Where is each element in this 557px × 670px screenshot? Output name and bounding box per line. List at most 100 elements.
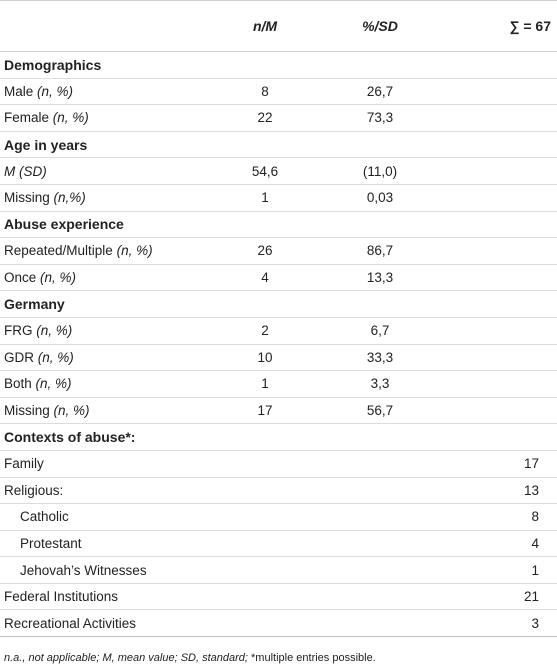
label-text: Religious:: [4, 482, 64, 498]
label-text: FRG: [4, 323, 33, 339]
cell-total: [440, 78, 557, 106]
cell-n-m: 2: [210, 317, 320, 345]
cell-total: [440, 131, 557, 159]
header-col-label: [0, 0, 210, 52]
cell-total: [440, 264, 557, 292]
header-col-pct-sd: %/SD: [320, 0, 440, 52]
table-row: Jehovah’s Witnesses 1: [0, 556, 557, 584]
cell-pct-sd: [320, 583, 440, 611]
label-qualifier: (n, %): [52, 110, 89, 126]
table-row: Both (n, %) 1 3,3: [0, 370, 557, 398]
label-qualifier: (n, %): [116, 243, 153, 259]
cell-pct-sd: [320, 503, 440, 531]
cell-total: 8: [440, 503, 557, 531]
cell-pct-sd: 26,7: [320, 78, 440, 106]
label-qualifier: (n, %): [37, 83, 74, 99]
table-row: Repeated/Multiple (n, %) 26 86,7: [0, 237, 557, 265]
row-label: FRG (n, %): [0, 317, 210, 345]
row-label: Male (n, %): [0, 78, 210, 106]
table-row: Religious: 13: [0, 477, 557, 505]
cell-pct-sd: [320, 450, 440, 478]
label-text: Both: [4, 376, 32, 392]
footnote-part-2: *multiple entries possible.: [251, 652, 376, 664]
cell-n-m: [210, 211, 320, 239]
cell-total: 17: [440, 450, 557, 478]
label-qualifier: (n, %): [40, 270, 77, 286]
cell-n-m: 8: [210, 78, 320, 106]
table-row: Protestant 4: [0, 530, 557, 558]
row-label: Protestant: [0, 530, 210, 558]
table-row: Catholic 8: [0, 503, 557, 531]
label-qualifier: (n, %): [36, 323, 73, 339]
cell-pct-sd: [320, 530, 440, 558]
table-body: Demographics Male (n, %) 8 26,7 Female (n, %…: [0, 51, 557, 638]
label-text: Recreational Activities: [4, 615, 137, 631]
row-label: Both (n, %): [0, 370, 210, 398]
cell-n-m: 4: [210, 264, 320, 292]
table-row: FRG (n, %) 2 6,7: [0, 317, 557, 345]
section-label: Abuse experience: [0, 211, 210, 239]
cell-total: [440, 237, 557, 265]
label-text: Missing: [4, 190, 50, 206]
cell-pct-sd: 56,7: [320, 397, 440, 425]
cell-n-m: [210, 609, 320, 638]
cell-pct-sd: [320, 609, 440, 638]
label-qualifier: (n, %): [35, 376, 72, 392]
cell-total: [440, 51, 557, 79]
label-text: GDR: [4, 349, 34, 365]
section-label: Age in years: [0, 131, 210, 159]
cell-total: [440, 104, 557, 132]
cell-total: 3: [440, 609, 557, 638]
cell-total: [440, 397, 557, 425]
cell-total: [440, 290, 557, 318]
table-row: Missing (n, %) 17 56,7: [0, 397, 557, 425]
label-qualifier: (n, %): [37, 349, 74, 365]
table-row: GDR (n, %) 10 33,3: [0, 344, 557, 372]
row-label: M (SD): [0, 157, 210, 185]
cell-n-m: 1: [210, 370, 320, 398]
header-row: n/M %/SD ∑ = 67: [0, 0, 557, 52]
cell-n-m: [210, 131, 320, 159]
cell-n-m: 22: [210, 104, 320, 132]
label-text: Abuse experience: [4, 216, 124, 233]
cell-n-m: [210, 477, 320, 505]
label-qualifier: M (SD): [4, 163, 47, 179]
row-label: Repeated/Multiple (n, %): [0, 237, 210, 265]
row-label: Recreational Activities: [0, 609, 210, 638]
cell-pct-sd: 3,3: [320, 370, 440, 398]
cell-total: [440, 370, 557, 398]
table-row: Family 17: [0, 450, 557, 478]
footnote-part-1: n.a., not applicable; M, mean value; SD,…: [4, 652, 252, 664]
cell-pct-sd: [320, 556, 440, 584]
cell-total: [440, 423, 557, 451]
row-label: Female (n, %): [0, 104, 210, 132]
cell-total: [440, 344, 557, 372]
cell-n-m: 54,6: [210, 157, 320, 185]
cell-n-m: 26: [210, 237, 320, 265]
table-row: Missing (n,%) 1 0,03: [0, 184, 557, 212]
cell-pct-sd: 6,7: [320, 317, 440, 345]
section-row: Abuse experience: [0, 211, 557, 239]
cell-total: [440, 317, 557, 345]
cell-pct-sd: 0,03: [320, 184, 440, 212]
label-text: Jehovah’s Witnesses: [20, 562, 147, 578]
header-col-total: ∑ = 67: [440, 0, 557, 52]
table-row: Male (n, %) 8 26,7: [0, 78, 557, 106]
header-col-n-m: n/M: [210, 0, 320, 52]
row-label: Once (n, %): [0, 264, 210, 292]
cell-n-m: [210, 290, 320, 318]
label-text: Missing: [4, 403, 50, 419]
cell-n-m: [210, 503, 320, 531]
section-row: Contexts of abuse*:: [0, 423, 557, 451]
cell-n-m: [210, 530, 320, 558]
label-text: Repeated/Multiple: [4, 243, 113, 259]
cell-total: 13: [440, 477, 557, 505]
table-row: Recreational Activities 3: [0, 609, 557, 638]
row-label: Family: [0, 450, 210, 478]
demographics-table: n/M %/SD ∑ = 67 Demographics Male (n, %) 8…: [0, 0, 557, 638]
label-text: Protestant: [20, 535, 82, 551]
table-row: Federal Institutions 21: [0, 583, 557, 611]
cell-n-m: 10: [210, 344, 320, 372]
table-footnote: n.a., not applicable; M, mean value; SD,…: [4, 652, 376, 664]
